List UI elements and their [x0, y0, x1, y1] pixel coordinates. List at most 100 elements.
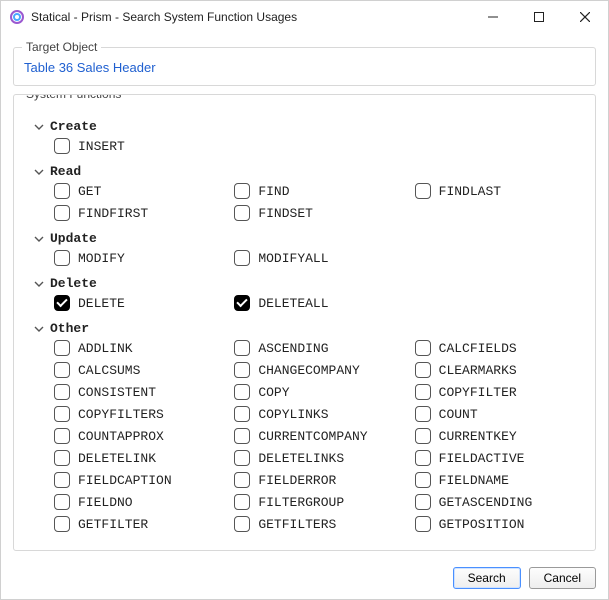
- category-create: Create INSERT: [32, 117, 587, 156]
- function-checkbox-changecompany[interactable]: CHANGECOMPANY: [234, 362, 406, 378]
- function-label: DELETE: [78, 296, 125, 311]
- category-header-create[interactable]: Create: [32, 117, 587, 136]
- category-header-delete[interactable]: Delete: [32, 274, 587, 293]
- checkbox-icon: [415, 406, 431, 422]
- checkbox-icon: [415, 340, 431, 356]
- chevron-down-icon: [32, 167, 46, 177]
- category-items: ADDLINK ASCENDING CALCFIELDS CALCSUMS CHANGE…: [32, 338, 587, 534]
- function-checkbox-findset[interactable]: FINDSET: [234, 205, 406, 221]
- function-checkbox-fieldno[interactable]: FIELDNO: [54, 494, 226, 510]
- checkbox-icon: [234, 295, 250, 311]
- function-label: GETFILTER: [78, 517, 148, 532]
- checkbox-icon: [415, 384, 431, 400]
- function-label: CLEARMARKS: [439, 363, 517, 378]
- target-object-link[interactable]: Table 36 Sales Header: [24, 60, 156, 75]
- function-checkbox-copy[interactable]: COPY: [234, 384, 406, 400]
- function-checkbox-modifyall[interactable]: MODIFYALL: [234, 250, 406, 266]
- category-header-update[interactable]: Update: [32, 229, 587, 248]
- close-button[interactable]: [562, 1, 608, 33]
- function-label: INSERT: [78, 139, 125, 154]
- function-checkbox-delete[interactable]: DELETE: [54, 295, 226, 311]
- function-checkbox-currentkey[interactable]: CURRENTKEY: [415, 428, 587, 444]
- function-label: CALCSUMS: [78, 363, 140, 378]
- category-items: MODIFY MODIFYALL: [32, 248, 587, 268]
- category-items: GET FIND FINDLAST FINDFIRST FINDSET: [32, 181, 587, 223]
- checkbox-icon: [54, 450, 70, 466]
- function-checkbox-getposition[interactable]: GETPOSITION: [415, 516, 587, 532]
- content-area: Table 36 Sales Header CreateINSERTReadGE…: [1, 33, 608, 559]
- checkbox-icon: [54, 138, 70, 154]
- function-checkbox-filtergroup[interactable]: FILTERGROUP: [234, 494, 406, 510]
- checkbox-icon: [54, 516, 70, 532]
- function-checkbox-count[interactable]: COUNT: [415, 406, 587, 422]
- function-checkbox-copylinks[interactable]: COPYLINKS: [234, 406, 406, 422]
- function-label: DELETELINKS: [258, 451, 344, 466]
- category-header-read[interactable]: Read: [32, 162, 587, 181]
- function-checkbox-findfirst[interactable]: FINDFIRST: [54, 205, 226, 221]
- function-checkbox-clearmarks[interactable]: CLEARMARKS: [415, 362, 587, 378]
- function-checkbox-find[interactable]: FIND: [234, 183, 406, 199]
- function-checkbox-calcsums[interactable]: CALCSUMS: [54, 362, 226, 378]
- checkbox-icon: [415, 494, 431, 510]
- function-checkbox-copyfilter[interactable]: COPYFILTER: [415, 384, 587, 400]
- checkbox-icon: [234, 183, 250, 199]
- checkbox-icon: [415, 516, 431, 532]
- function-label: DELETEALL: [258, 296, 328, 311]
- function-label: MODIFYALL: [258, 251, 328, 266]
- checkbox-icon: [415, 362, 431, 378]
- category-header-other[interactable]: Other: [32, 319, 587, 338]
- category-label: Create: [50, 119, 97, 134]
- checkbox-icon: [54, 183, 70, 199]
- search-button[interactable]: Search: [453, 567, 521, 589]
- function-checkbox-modify[interactable]: MODIFY: [54, 250, 226, 266]
- function-label: CHANGECOMPANY: [258, 363, 359, 378]
- category-items: DELETE DELETEALL: [32, 293, 587, 313]
- function-checkbox-getascending[interactable]: GETASCENDING: [415, 494, 587, 510]
- function-checkbox-getfilter[interactable]: GETFILTER: [54, 516, 226, 532]
- target-object-group: Table 36 Sales Header: [13, 47, 596, 86]
- category-items: INSERT: [32, 136, 587, 156]
- checkbox-icon: [415, 428, 431, 444]
- function-checkbox-deletelink[interactable]: DELETELINK: [54, 450, 226, 466]
- cancel-button[interactable]: Cancel: [529, 567, 596, 589]
- function-checkbox-currentcompany[interactable]: CURRENTCOMPANY: [234, 428, 406, 444]
- function-checkbox-deleteall[interactable]: DELETEALL: [234, 295, 406, 311]
- function-checkbox-addlink[interactable]: ADDLINK: [54, 340, 226, 356]
- function-checkbox-findlast[interactable]: FINDLAST: [415, 183, 587, 199]
- function-checkbox-copyfilters[interactable]: COPYFILTERS: [54, 406, 226, 422]
- function-checkbox-fieldname[interactable]: FIELDNAME: [415, 472, 587, 488]
- maximize-button[interactable]: [516, 1, 562, 33]
- function-label: GETFILTERS: [258, 517, 336, 532]
- function-label: FINDLAST: [439, 184, 501, 199]
- chevron-down-icon: [32, 122, 46, 132]
- checkbox-icon: [234, 384, 250, 400]
- function-label: FIELDNAME: [439, 473, 509, 488]
- function-label: MODIFY: [78, 251, 125, 266]
- minimize-button[interactable]: [470, 1, 516, 33]
- function-checkbox-getfilters[interactable]: GETFILTERS: [234, 516, 406, 532]
- function-label: FIELDERROR: [258, 473, 336, 488]
- checkbox-icon: [54, 205, 70, 221]
- function-label: COUNTAPPROX: [78, 429, 164, 444]
- checkbox-icon: [54, 362, 70, 378]
- function-checkbox-calcfields[interactable]: CALCFIELDS: [415, 340, 587, 356]
- function-label: CALCFIELDS: [439, 341, 517, 356]
- function-checkbox-fieldactive[interactable]: FIELDACTIVE: [415, 450, 587, 466]
- window-controls: [470, 1, 608, 33]
- function-label: GETASCENDING: [439, 495, 533, 510]
- function-checkbox-insert[interactable]: INSERT: [54, 138, 226, 154]
- function-label: FIELDNO: [78, 495, 133, 510]
- functions-scroll[interactable]: Create INSERT Read GET FIND FINDLAST FINDFIRST…: [24, 107, 595, 540]
- function-checkbox-deletelinks[interactable]: DELETELINKS: [234, 450, 406, 466]
- function-checkbox-countapprox[interactable]: COUNTAPPROX: [54, 428, 226, 444]
- function-checkbox-consistent[interactable]: CONSISTENT: [54, 384, 226, 400]
- function-label: COUNT: [439, 407, 478, 422]
- function-checkbox-fieldcaption[interactable]: FIELDCAPTION: [54, 472, 226, 488]
- function-label: FINDSET: [258, 206, 313, 221]
- checkbox-icon: [54, 472, 70, 488]
- checkbox-icon: [234, 450, 250, 466]
- function-checkbox-fielderror[interactable]: FIELDERROR: [234, 472, 406, 488]
- category-label: Delete: [50, 276, 97, 291]
- function-checkbox-ascending[interactable]: ASCENDING: [234, 340, 406, 356]
- function-checkbox-get[interactable]: GET: [54, 183, 226, 199]
